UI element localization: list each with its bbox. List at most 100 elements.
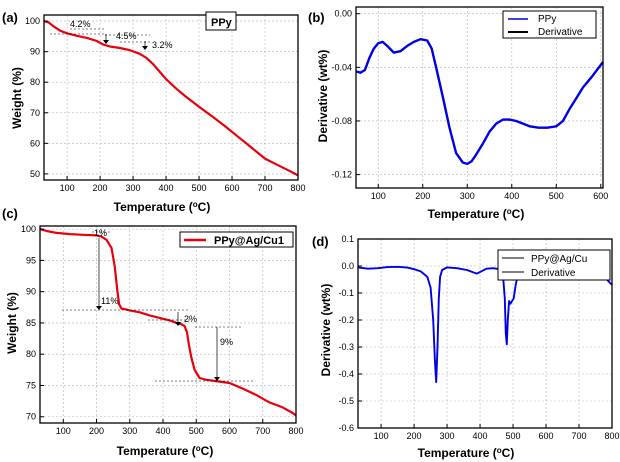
panel-c-legend: PPy@Ag/Cu1 xyxy=(179,231,294,248)
panel-c-y-tick-label: 100 xyxy=(21,224,36,234)
panel-c-ylabel: Weight (%) xyxy=(5,292,19,354)
panel-c-annotation-4: 9% xyxy=(220,337,233,347)
panel-c-plot-area xyxy=(40,226,296,423)
panel-b-x-tick-label: 200 xyxy=(415,191,430,201)
panel-c-x-tick-label: 500 xyxy=(189,426,204,436)
panel-d-y-tick-label: 0.1 xyxy=(341,234,354,244)
panel-c-annotation-3: 2% xyxy=(184,314,197,324)
panel-d-legend: PPy@Ag/Cu Derivative xyxy=(497,249,611,281)
panel-d-xlabel: Temperature (oC) xyxy=(418,446,515,460)
panel-d-y-tick-label: -0.6 xyxy=(338,423,354,433)
panel-b-series-line xyxy=(355,38,604,166)
panel-d-x-tick-label: 500 xyxy=(506,431,521,441)
panel-c-y-tick-label: 70 xyxy=(26,412,36,422)
panel-c-y-tick-label: 85 xyxy=(26,318,36,328)
panel-c-x-tick-label: 800 xyxy=(288,426,303,436)
panel-b-y-tick-label: 0.00 xyxy=(334,9,352,19)
panel-c-annotation-1: 1% xyxy=(94,228,107,238)
panel-d-y-tick-label: -0.3 xyxy=(338,342,354,352)
panel-d-x-tick-label: 400 xyxy=(473,431,488,441)
panel-a-label: (a) xyxy=(2,10,18,25)
panel-b-xlabel: Temperature (oC) xyxy=(428,207,525,221)
panel-d-y-tick-label: -0.5 xyxy=(338,396,354,406)
panel-d-legend-ppy: PPy@Ag/Cu xyxy=(531,254,587,265)
panel-d-y-tick-label: -0.1 xyxy=(338,288,354,298)
panel-c-label: (c) xyxy=(2,206,18,221)
panel-d-y-tick-label: -0.4 xyxy=(338,369,354,379)
panel-a-frame xyxy=(43,14,299,181)
panel-d-y-tick-label: 0.0 xyxy=(341,261,354,271)
panel-a-plot: 100 200 300 400 500 600 700 800 50 60 70 80 90 100 xyxy=(25,14,306,193)
panel-d-ylabel: Derivative (wt%) xyxy=(319,284,333,377)
panel-a-legend-label: PPy xyxy=(211,17,233,29)
panel-b-x-tick-label: 100 xyxy=(371,191,386,201)
panel-b-x-tick-label: 300 xyxy=(460,191,475,201)
panel-c: (c) 100 200 300 400 500 600 700 800 70 75 80 85 90 95… xyxy=(2,206,304,458)
panel-c-x-tick-label: 300 xyxy=(122,426,137,436)
panel-a-y-tick-label: 60 xyxy=(30,138,40,148)
panel-a-annotations: 4.2% 4.5% 3.2% xyxy=(50,19,173,50)
panel-c-plot: 100 200 300 400 500 600 700 800 70 75 80 85 90 95 100 xyxy=(21,224,304,436)
panel-a-y-tick-label: 100 xyxy=(25,16,40,26)
panel-a-y-tick-label: 50 xyxy=(30,169,40,179)
panel-b-legend-derivative: Derivative xyxy=(538,27,583,38)
panel-c-frame xyxy=(39,225,297,424)
panel-b: (b) 100 200 300 400 500 600 0.00 -0.04 -0.08 -0.1… xyxy=(308,6,608,221)
panel-d-x-tick-label: 100 xyxy=(374,431,389,441)
panel-a-annotation-3: 3.2% xyxy=(152,40,173,50)
panel-a-x-tick-label: 700 xyxy=(257,183,272,193)
panel-c-legend-label: PPy@Ag/Cu1 xyxy=(214,235,284,247)
panel-c-y-tick-label: 95 xyxy=(26,255,36,265)
panel-d-y-tick-label: -0.2 xyxy=(338,315,354,325)
panel-c-y-tick-label: 90 xyxy=(26,287,36,297)
panel-a-x-tick-label: 800 xyxy=(290,183,305,193)
panel-c-y-tick-label: 75 xyxy=(26,380,36,390)
panel-d-x-tick-label: 700 xyxy=(571,431,586,441)
panel-a-x-tick-label: 400 xyxy=(159,183,174,193)
panel-c-x-tick-label: 100 xyxy=(56,426,71,436)
panel-a-x-tick-label: 600 xyxy=(225,183,240,193)
panel-d-x-tick-label: 800 xyxy=(604,431,619,441)
panel-a-x-tick-label: 300 xyxy=(126,183,141,193)
panel-c-x-tick-label: 200 xyxy=(89,426,104,436)
panel-a-plot-area xyxy=(44,15,298,180)
panel-b-y-tick-label: -0.12 xyxy=(331,170,352,180)
panel-b-y-tick-label: -0.08 xyxy=(331,116,352,126)
panel-b-ylabel: Derivative (wt%) xyxy=(316,50,330,143)
panel-a-y-tick-label: 90 xyxy=(30,47,40,57)
panel-d-label: (d) xyxy=(312,234,329,249)
panel-b-frame xyxy=(355,6,604,189)
panel-a-xlabel: Temperature (oC) xyxy=(114,200,211,214)
panel-a-annotation-2: 4.5% xyxy=(116,31,137,41)
panel-c-x-tick-label: 700 xyxy=(255,426,270,436)
panel-d-frame xyxy=(357,238,613,429)
panel-a-legend: PPy xyxy=(205,11,237,31)
panel-a-series-line xyxy=(43,20,299,177)
panel-a-annotation-1: 4.2% xyxy=(70,19,91,29)
panel-a: (a) 100 200 300 400 500 600 700 800506070809010… xyxy=(2,10,306,214)
panel-b-legend: PPy Derivative xyxy=(502,10,597,39)
panel-b-label: (b) xyxy=(308,10,325,25)
panel-d-legend-derivative: Derivative xyxy=(531,268,576,279)
panel-b-x-tick-label: 500 xyxy=(549,191,564,201)
panel-b-y-tick-label: -0.04 xyxy=(331,62,352,72)
panel-d-x-tick-label: 600 xyxy=(539,431,554,441)
panel-a-x-tick-label: 500 xyxy=(192,183,207,193)
panel-a-x-tick-label: 200 xyxy=(93,183,108,193)
panel-a-ylabel: Weight (%) xyxy=(10,67,24,129)
panel-a-x-tick-label: 100 xyxy=(60,183,75,193)
panel-c-annotation-2: 11% xyxy=(101,296,118,306)
panel-c-series-line xyxy=(39,228,297,417)
panel-b-legend-ppy: PPy xyxy=(538,14,556,25)
panel-c-x-tick-label: 400 xyxy=(155,426,170,436)
panel-b-x-tick-label: 600 xyxy=(593,191,608,201)
panel-d-x-tick-label: 200 xyxy=(407,431,422,441)
panel-d-x-tick-label: 300 xyxy=(440,431,455,441)
panel-a-y-tick-label: 70 xyxy=(30,108,40,118)
panel-a-y-tick-label: 80 xyxy=(30,77,40,87)
panel-c-y-tick-label: 80 xyxy=(26,349,36,359)
panel-c-annotations: 1% 11% 2% 9% xyxy=(62,228,255,382)
panel-b-x-tick-label: 400 xyxy=(504,191,519,201)
panel-c-xlabel: Temperature (oC) xyxy=(117,444,214,458)
